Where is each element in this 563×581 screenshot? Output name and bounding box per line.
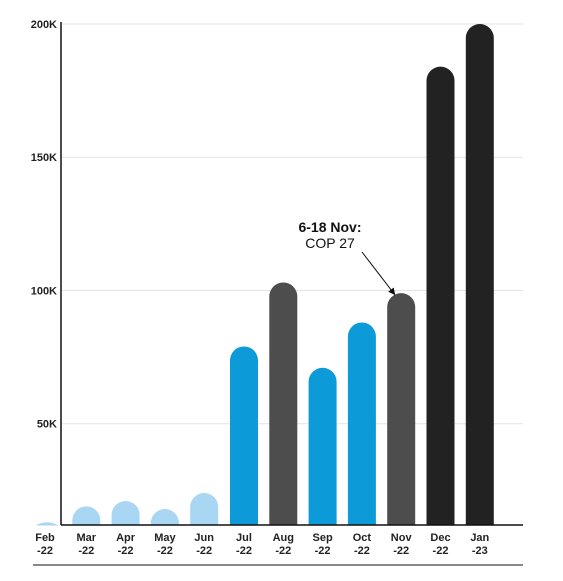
x-tick-label-year: -22 [118,545,134,557]
y-tick-label: 200K [31,19,57,31]
bars [33,24,494,539]
y-tick-label: 150K [31,152,57,164]
x-tick-label-year: -22 [78,545,94,557]
axis-mask [0,525,563,581]
x-tick-label-month: Apr [116,532,136,544]
bar-nov22 [387,293,416,539]
bar-oct22 [347,322,376,539]
x-tick-label-month: Jun [194,532,214,544]
x-tick-label-year: -22 [393,545,409,557]
x-tick-label-year: -22 [196,545,212,557]
x-tick-label-year: -22 [433,545,449,557]
bar-dec22 [426,66,455,539]
x-tick-label-month: Mar [77,532,97,544]
axis-labels: 50K100K150K200KFeb-22Mar-22Apr-22May-22J… [31,19,490,557]
bar-jul22 [230,346,258,539]
axes [0,22,563,581]
bar-aug22 [269,282,298,539]
x-tick-label-month: Oct [353,532,372,544]
annotation-arrowhead [388,287,396,296]
y-tick-label: 50K [37,419,57,431]
y-tick-label: 100K [31,285,57,297]
x-tick-label-month: Nov [391,532,413,544]
x-tick-label-year: -22 [236,545,252,557]
x-tick-label-year: -22 [315,545,331,557]
x-tick-label-month: Jan [470,532,489,544]
x-tick-label-month: Jul [236,532,252,544]
annotation-text: COP 27 [305,235,355,251]
annotation-arrow-line [361,251,396,296]
x-tick-label-month: May [154,532,176,544]
x-tick-label-year: -22 [354,545,370,557]
x-tick-label-year: -22 [37,545,53,557]
x-tick-label-year: -23 [472,545,488,557]
x-tick-label-year: -22 [275,545,291,557]
x-tick-label-month: Feb [35,532,55,544]
annotation-title: 6-18 Nov: [298,219,361,235]
x-tick-label-month: Dec [430,532,450,544]
x-tick-label-year: -22 [157,545,173,557]
bar-jan23 [465,24,494,539]
bar-sep22 [308,367,337,539]
annotation: 6-18 Nov:COP 27 [298,219,396,296]
x-tick-label-month: Aug [273,532,294,544]
x-tick-label-month: Sep [313,532,333,544]
